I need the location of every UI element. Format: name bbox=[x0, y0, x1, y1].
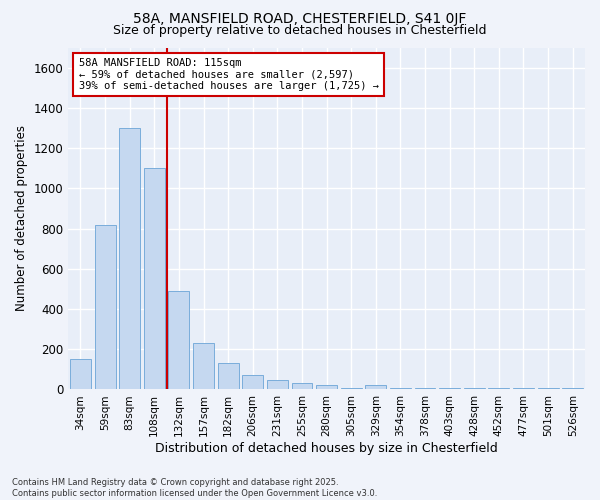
Text: Contains HM Land Registry data © Crown copyright and database right 2025.
Contai: Contains HM Land Registry data © Crown c… bbox=[12, 478, 377, 498]
Bar bbox=[144, 168, 165, 390]
Text: Size of property relative to detached houses in Chesterfield: Size of property relative to detached ho… bbox=[113, 24, 487, 37]
Bar bbox=[390, 388, 411, 390]
Bar bbox=[169, 291, 190, 390]
Bar bbox=[242, 376, 263, 390]
X-axis label: Distribution of detached houses by size in Chesterfield: Distribution of detached houses by size … bbox=[155, 442, 498, 455]
Bar bbox=[70, 360, 91, 390]
Bar bbox=[119, 128, 140, 390]
Bar bbox=[193, 343, 214, 390]
Bar bbox=[365, 386, 386, 390]
Bar bbox=[464, 388, 485, 390]
Bar bbox=[316, 386, 337, 390]
Y-axis label: Number of detached properties: Number of detached properties bbox=[15, 126, 28, 312]
Bar bbox=[267, 380, 288, 390]
Bar bbox=[562, 388, 583, 390]
Bar bbox=[218, 364, 239, 390]
Bar bbox=[538, 388, 559, 390]
Bar bbox=[292, 384, 313, 390]
Text: 58A, MANSFIELD ROAD, CHESTERFIELD, S41 0JF: 58A, MANSFIELD ROAD, CHESTERFIELD, S41 0… bbox=[133, 12, 467, 26]
Bar bbox=[95, 224, 116, 390]
Bar bbox=[513, 388, 534, 390]
Bar bbox=[488, 388, 509, 390]
Bar bbox=[439, 388, 460, 390]
Bar bbox=[341, 388, 362, 390]
Bar bbox=[415, 388, 436, 390]
Text: 58A MANSFIELD ROAD: 115sqm
← 59% of detached houses are smaller (2,597)
39% of s: 58A MANSFIELD ROAD: 115sqm ← 59% of deta… bbox=[79, 58, 379, 91]
